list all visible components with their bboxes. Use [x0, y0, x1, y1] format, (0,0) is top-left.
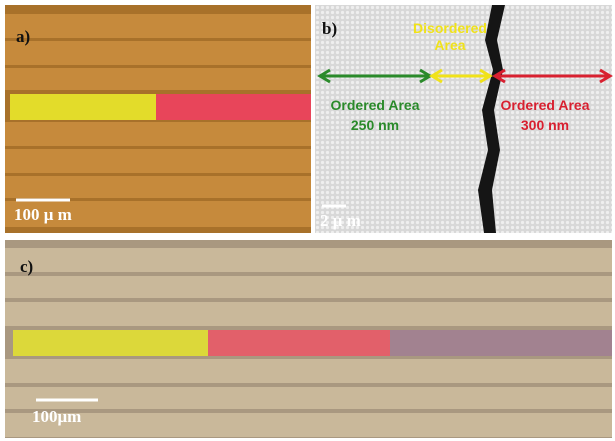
- figure: a) 100 μ m b) Disordered Area Ordered Ar…: [0, 0, 615, 441]
- panel-label: b): [322, 19, 337, 38]
- panel-c: c) 100μm: [5, 240, 612, 438]
- annotation: Disordered: [413, 20, 487, 36]
- annotation: Ordered Area: [501, 97, 590, 113]
- annotation: Ordered Area: [331, 97, 420, 113]
- annotation: 250 nm: [351, 117, 399, 133]
- red-stripe: [208, 330, 390, 356]
- scale-bar-label: 2 μ m: [320, 211, 361, 230]
- yellow-stripe: [13, 330, 208, 356]
- panel-label: a): [16, 27, 30, 46]
- panel-a: a) 100 μ m: [5, 5, 311, 233]
- scale-bar-label: 100μm: [32, 407, 81, 426]
- red-stripe: [156, 94, 311, 120]
- yellow-stripe: [10, 94, 156, 120]
- annotation: Area: [434, 37, 465, 53]
- mauve-stripe: [390, 330, 612, 356]
- annotation: 300 nm: [521, 117, 569, 133]
- panel-label: c): [20, 257, 33, 276]
- scale-bar-label: 100 μ m: [14, 205, 72, 224]
- panel-b: b) Disordered Area Ordered Area 250 nm O…: [315, 5, 612, 233]
